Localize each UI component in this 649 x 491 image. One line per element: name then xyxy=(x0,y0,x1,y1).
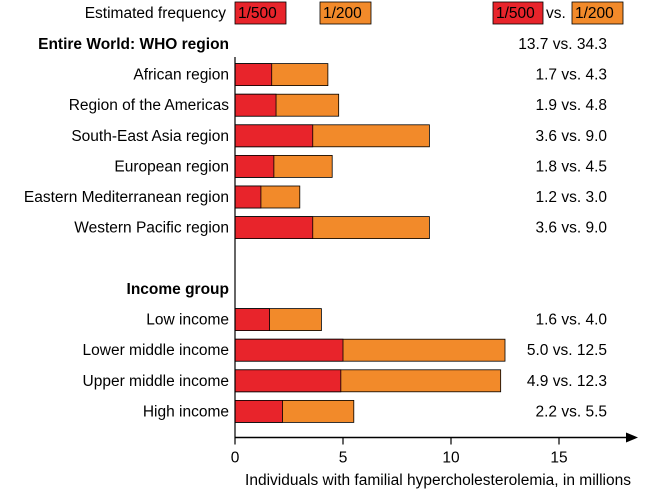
row-value-text: 1.7 vs. 4.3 xyxy=(535,67,607,84)
x-axis-label: Individuals with familial hypercholester… xyxy=(245,472,631,489)
row-label: South-East Asia region xyxy=(71,128,229,145)
row-value-text: 4.9 vs. 12.3 xyxy=(527,373,607,390)
bar-1-500 xyxy=(234,185,262,209)
legend-label-1-500: 1/500 xyxy=(238,5,277,22)
row-value-text: 1.8 vs. 4.5 xyxy=(535,158,607,175)
row-value-text: 3.6 vs. 9.0 xyxy=(535,220,607,237)
bar-1-500 xyxy=(234,399,283,423)
row-label: Lower middle income xyxy=(83,342,229,359)
compare-vs: vs. xyxy=(546,5,566,22)
row-value-text: 1.9 vs. 4.8 xyxy=(535,97,607,114)
row-label: Eastern Mediterranean region xyxy=(24,189,229,206)
row-label: High income xyxy=(143,403,229,420)
x-tick-label: 5 xyxy=(339,450,348,467)
bar-1-500 xyxy=(234,338,344,362)
bar-1-500 xyxy=(234,93,277,117)
legend: Estimated frequency 1/500 1/200 1/500 vs… xyxy=(85,1,624,25)
x-tick-label: 10 xyxy=(442,450,460,467)
compare-label-1-500: 1/500 xyxy=(496,5,535,22)
bar-1-500 xyxy=(234,124,314,148)
bar-1-500 xyxy=(234,154,275,178)
section-header: Income group xyxy=(127,281,229,298)
row-value-text: 1.2 vs. 3.0 xyxy=(535,189,607,206)
row-label: Western Pacific region xyxy=(74,220,229,237)
bar-1-500 xyxy=(234,216,314,240)
legend-swatch-1-200 xyxy=(319,1,372,25)
compare-swatch-1-500 xyxy=(492,1,544,25)
row-value-text: 3.6 vs. 9.0 xyxy=(535,128,607,145)
row-label: Region of the Americas xyxy=(69,97,230,114)
plot-area: Entire World: WHO region 13.7 vs. 34.3 Afr… xyxy=(24,36,638,467)
legend-title: Estimated frequency xyxy=(85,5,227,22)
bar-1-500 xyxy=(234,369,342,393)
x-tick-label: 0 xyxy=(231,450,240,467)
legend-swatch-1-500 xyxy=(234,1,287,25)
bar-1-500 xyxy=(234,308,270,332)
row-label: Low income xyxy=(146,312,229,329)
row-label: African region xyxy=(133,67,229,84)
legend-label-1-200: 1/200 xyxy=(323,5,362,22)
bar-1-500 xyxy=(234,63,273,86)
section-header: Entire World: WHO region xyxy=(38,36,229,53)
x-axis-arrow xyxy=(626,432,638,443)
row-value-text: 1.6 vs. 4.0 xyxy=(535,312,607,329)
section-total-value: 13.7 vs. 34.3 xyxy=(518,36,607,53)
row-label: Upper middle income xyxy=(83,373,229,390)
compare-label-1-200: 1/200 xyxy=(575,5,614,22)
row-label: European region xyxy=(114,158,229,175)
x-tick-label: 15 xyxy=(550,450,567,467)
row-value-text: 2.2 vs. 5.5 xyxy=(535,403,607,420)
compare-swatch-1-200 xyxy=(571,1,624,25)
row-value-text: 5.0 vs. 12.5 xyxy=(527,342,607,359)
